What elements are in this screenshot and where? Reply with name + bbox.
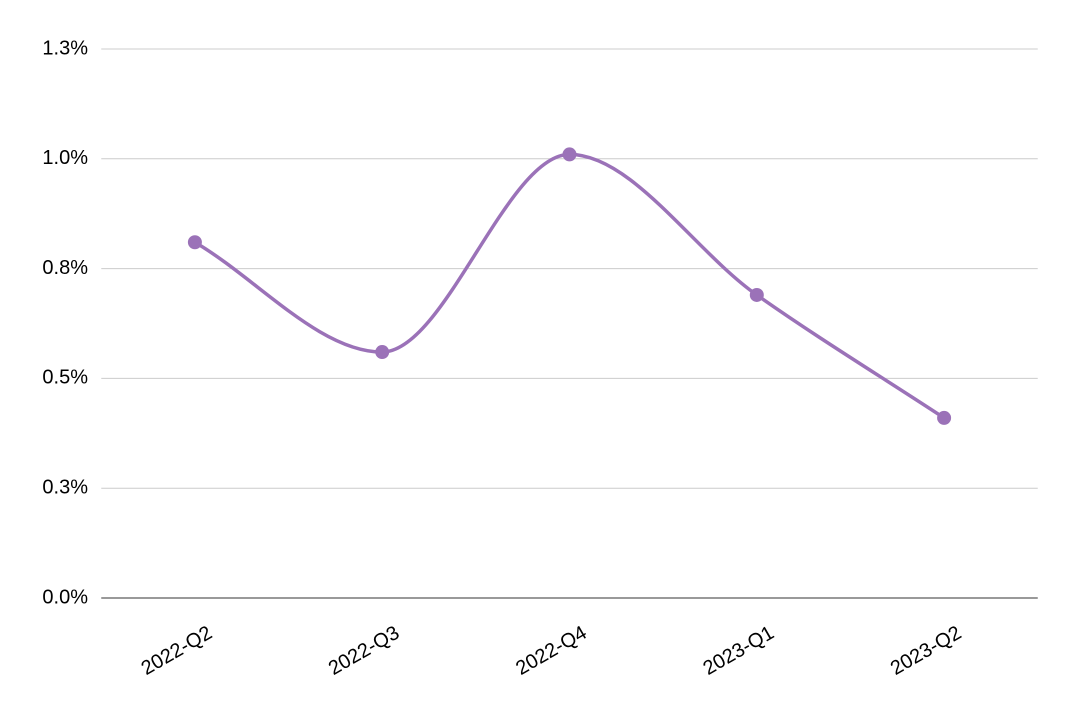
x-tick-label: 2022-Q3 [325, 622, 403, 680]
data-point [187, 235, 202, 250]
data-point [937, 410, 952, 425]
data-point [375, 345, 390, 360]
y-tick-label: 0.3% [42, 476, 88, 498]
x-tick-label: 2023-Q1 [700, 622, 778, 680]
data-point [749, 287, 764, 302]
x-tick-label: 2023-Q2 [887, 622, 965, 680]
x-tick-label: 2022-Q2 [138, 622, 216, 680]
y-tick-label: 0.5% [42, 367, 88, 389]
y-tick-label: 0.8% [42, 257, 88, 279]
series-line [194, 152, 946, 420]
y-tick-label: 0.0% [42, 586, 88, 608]
y-tick-label: 1.3% [42, 37, 88, 59]
x-tick-label: 2022-Q4 [512, 622, 590, 680]
y-tick-label: 1.0% [42, 147, 88, 169]
data-point [562, 147, 577, 162]
